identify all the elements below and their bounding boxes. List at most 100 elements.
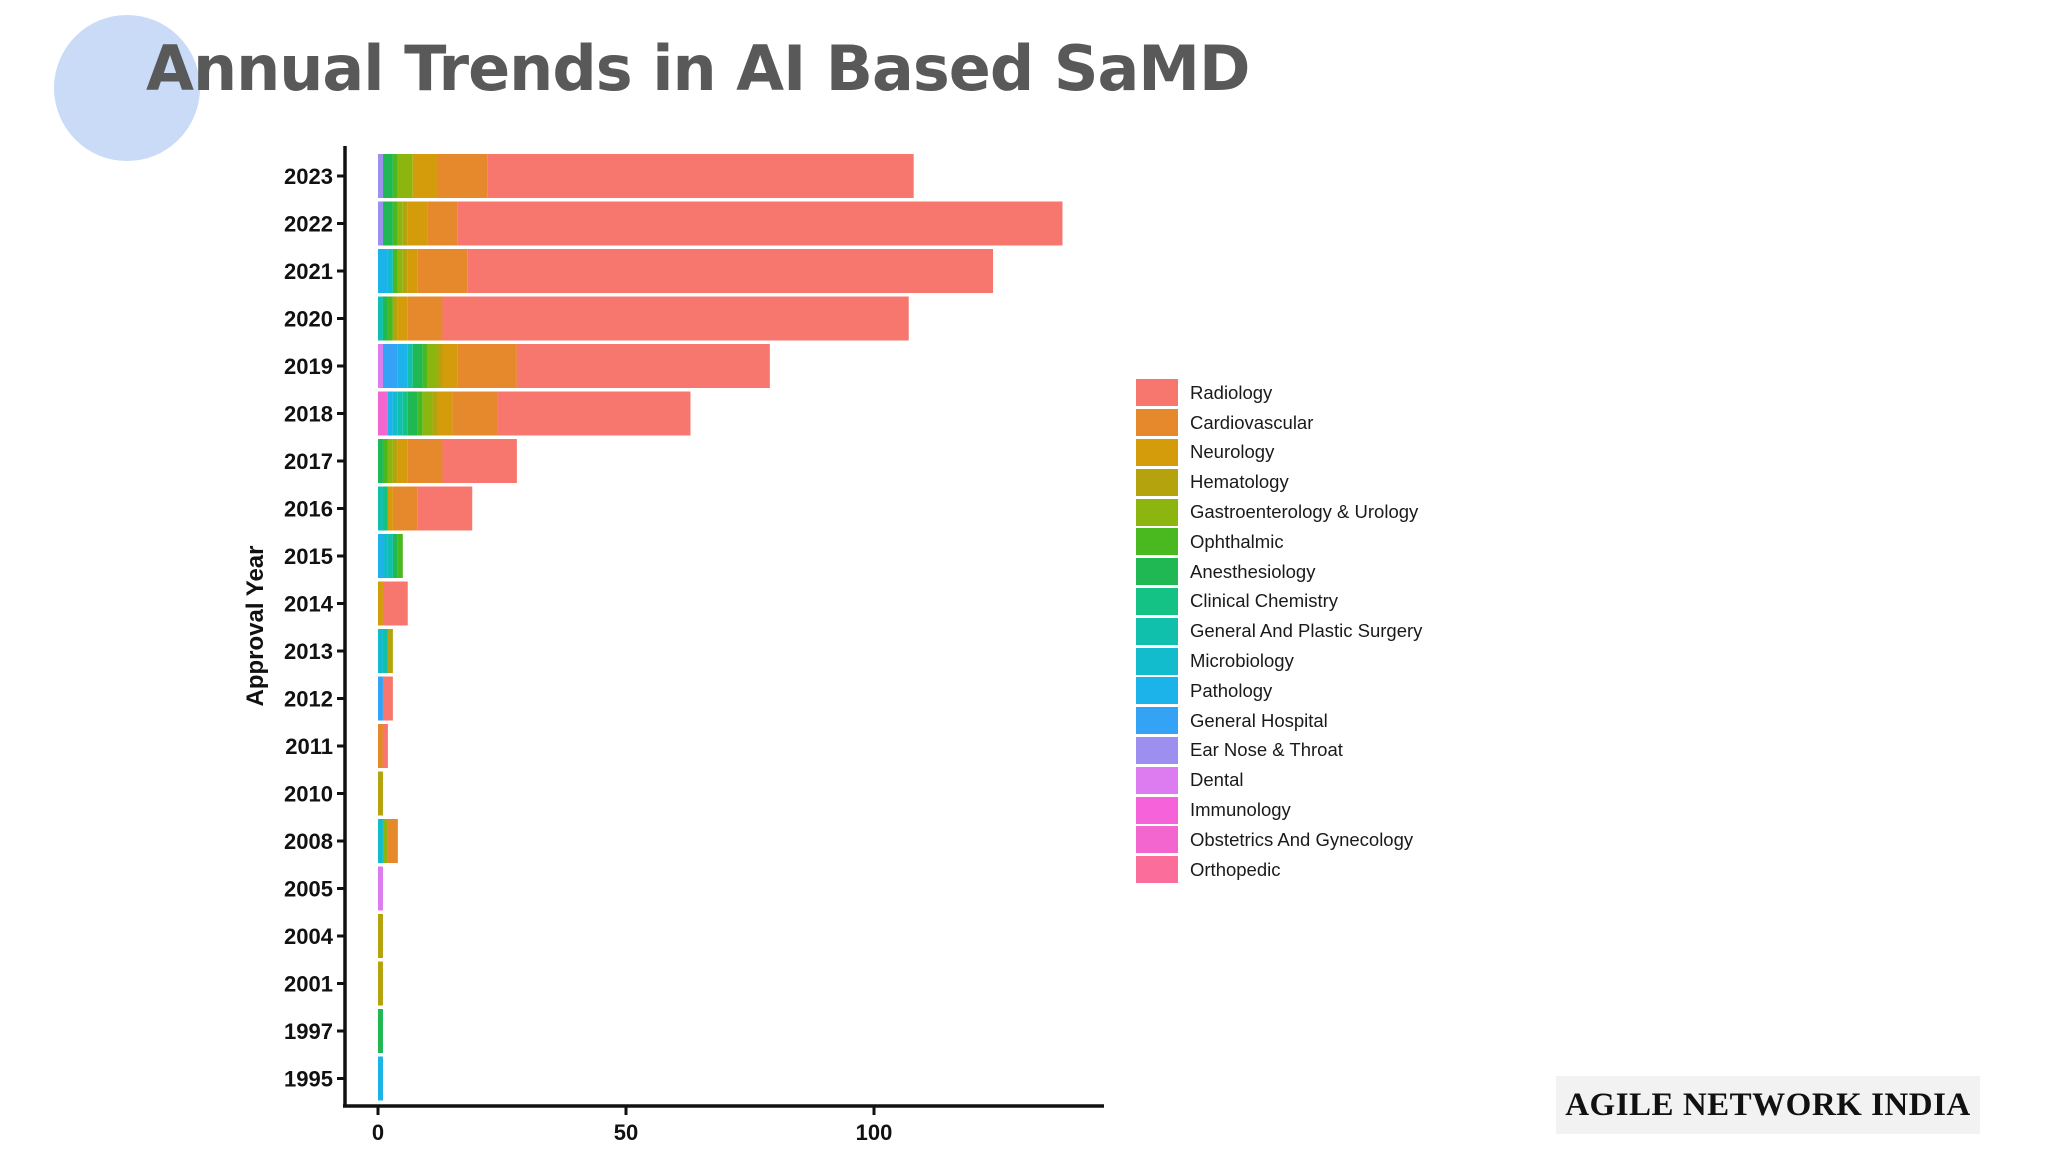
bar-segment	[397, 344, 408, 388]
y-tick-label: 2013	[284, 639, 333, 664]
bar-segment	[437, 344, 443, 388]
bar-segment	[382, 724, 388, 768]
y-tick-label: 2019	[284, 354, 333, 379]
legend-item: Anesthesiology	[1136, 557, 1422, 587]
bar-segment	[402, 201, 408, 246]
legend-swatch	[1136, 736, 1178, 764]
bar-segment	[452, 391, 498, 436]
legend-swatch	[1136, 707, 1178, 735]
bar-segment	[397, 296, 408, 341]
legend-item: Immunology	[1136, 795, 1422, 825]
bar-segment	[378, 866, 383, 911]
bar-segment	[407, 391, 418, 436]
bar-segment	[397, 201, 403, 246]
bar-segment	[387, 249, 393, 293]
bar-segment	[382, 154, 393, 198]
bar-segment	[382, 296, 388, 341]
chart-axes	[337, 146, 1104, 1115]
bar-segment	[412, 154, 438, 198]
y-tick-label: 2012	[284, 687, 333, 712]
bar-segment	[378, 1009, 383, 1053]
y-tick-label: 2011	[285, 734, 333, 759]
bar-segment	[407, 296, 443, 341]
bar-segment	[382, 534, 388, 578]
legend-label: General And Plastic Surgery	[1190, 620, 1423, 642]
bar-segment	[427, 201, 458, 246]
bar-segment	[387, 534, 393, 578]
legend-swatch	[1136, 796, 1178, 824]
y-tick-label: 2020	[284, 307, 333, 332]
bar-segment	[402, 249, 408, 293]
bar-segment	[417, 391, 423, 436]
bar-segment	[378, 961, 383, 1006]
y-tick-label: 2017	[284, 449, 333, 474]
legend-swatch	[1136, 856, 1178, 884]
legend-item: Ophthalmic	[1136, 527, 1422, 557]
bar-segment	[387, 486, 393, 531]
legend-item: Pathology	[1136, 676, 1422, 706]
y-axis-title: Approval Year	[242, 546, 269, 707]
bar-segment	[417, 486, 473, 531]
legend-swatch	[1136, 677, 1178, 705]
bar-segment	[397, 534, 403, 578]
bar-segment	[457, 344, 517, 388]
bar-segment	[378, 296, 383, 341]
bar-segment	[378, 439, 383, 483]
bar-segment	[417, 249, 468, 293]
legend-label: Ophthalmic	[1190, 530, 1284, 552]
bar-segment	[397, 154, 413, 198]
bar-segment	[497, 391, 691, 436]
legend-swatch	[1136, 379, 1178, 407]
bar-segment	[407, 201, 428, 246]
legend-label: Radiology	[1190, 381, 1273, 403]
x-tick-label: 100	[856, 1120, 893, 1145]
legend-label: Cardiovascular	[1190, 411, 1314, 433]
legend-item: Dental	[1136, 765, 1422, 795]
bar-segment	[467, 249, 994, 293]
y-tick-label: 2005	[284, 877, 333, 902]
y-tick-label: 2014	[284, 592, 334, 617]
legend-swatch	[1136, 826, 1178, 854]
bar-segment	[382, 629, 388, 673]
legend-swatch	[1136, 587, 1178, 615]
bar-segment	[437, 154, 488, 198]
bar-segment	[387, 391, 393, 436]
bar-segment	[442, 296, 909, 341]
y-tick-label: 2016	[284, 497, 333, 522]
legend-swatch	[1136, 766, 1178, 794]
y-tick-label: 2018	[284, 402, 333, 427]
decorative-circle	[54, 15, 200, 161]
legend-item: General And Plastic Surgery	[1136, 616, 1422, 646]
legend-swatch	[1136, 468, 1178, 496]
bar-segment	[378, 154, 383, 198]
bar-group	[378, 154, 1063, 1101]
bar-segment	[407, 344, 413, 388]
legend-swatch	[1136, 558, 1178, 586]
brand-watermark: AGILE NETWORK INDIA	[1556, 1076, 1980, 1134]
legend-item: Radiology	[1136, 378, 1422, 408]
x-tick-label: 50	[614, 1120, 638, 1145]
bar-segment	[378, 629, 383, 673]
legend-item: Hematology	[1136, 467, 1422, 497]
bar-segment	[378, 771, 383, 816]
y-tick-label: 1995	[284, 1067, 333, 1092]
y-tick-label: 2023	[284, 164, 333, 189]
bar-segment	[392, 486, 418, 531]
bar-segment	[407, 439, 443, 483]
bar-segment	[387, 439, 393, 483]
bar-segment	[392, 534, 398, 578]
legend-label: Ear Nose & Throat	[1190, 739, 1343, 761]
legend-label: Pathology	[1190, 679, 1273, 701]
bar-segment	[382, 819, 388, 863]
bar-segment	[487, 154, 914, 198]
legend-label: Anesthesiology	[1190, 560, 1316, 582]
bar-segment	[387, 819, 398, 863]
legend-label: Neurology	[1190, 441, 1275, 463]
legend-item: General Hospital	[1136, 706, 1422, 736]
bar-segment	[378, 534, 383, 578]
legend-swatch	[1136, 409, 1178, 437]
legend-label: Dental	[1190, 769, 1244, 791]
bar-segment	[382, 344, 398, 388]
y-tick-label: 2022	[284, 212, 333, 237]
